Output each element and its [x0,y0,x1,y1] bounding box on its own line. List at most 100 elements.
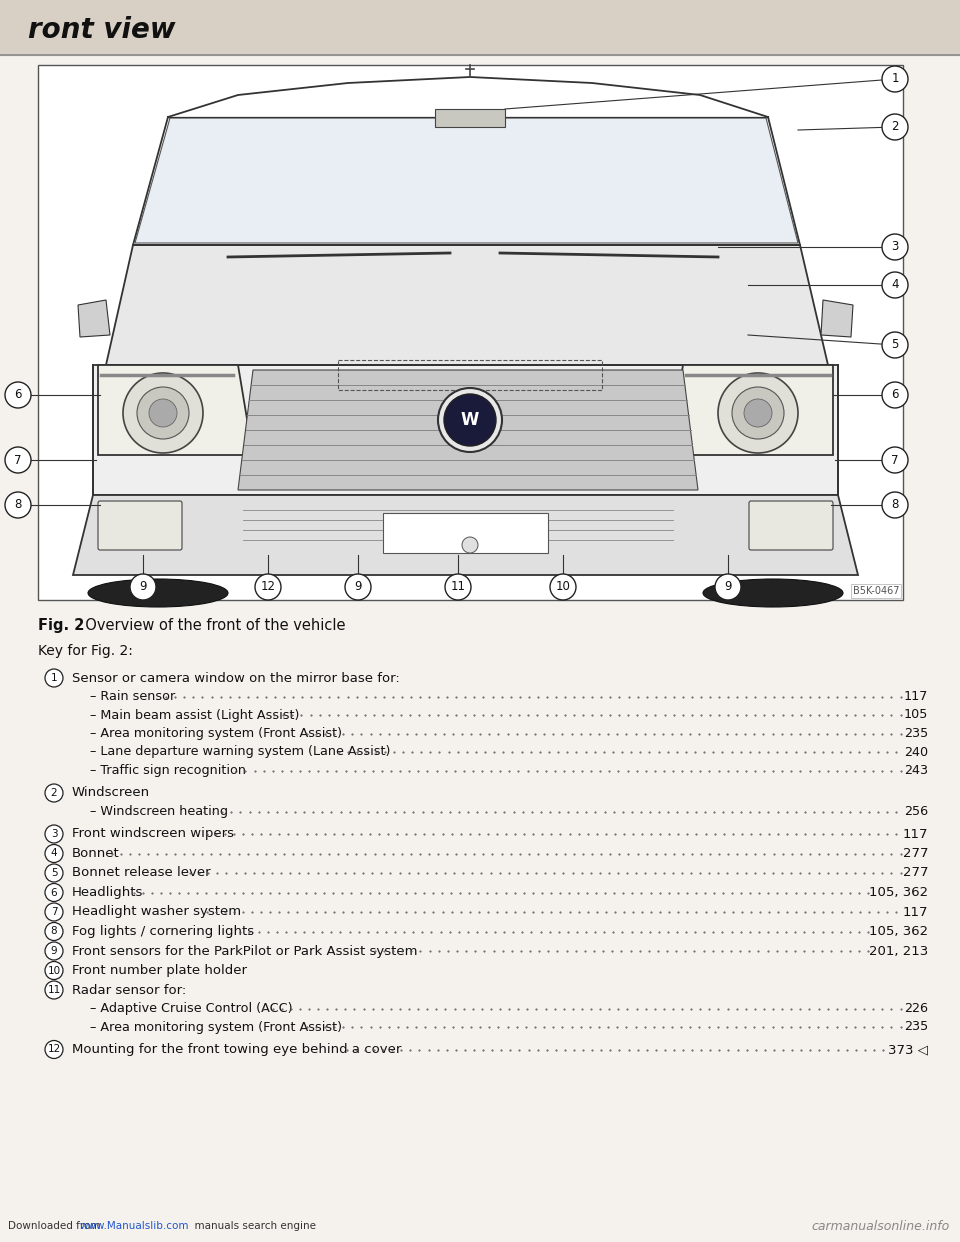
Text: 105, 362: 105, 362 [869,925,928,938]
Text: 3: 3 [891,241,899,253]
Bar [383,513,548,553]
Text: Fog lights / cornering lights: Fog lights / cornering lights [72,925,254,938]
Text: Overview of the front of the vehicle: Overview of the front of the vehicle [76,619,346,633]
Circle shape [45,883,63,902]
FancyBboxPatch shape [749,501,833,550]
Circle shape [882,383,908,409]
Text: 373 ◁: 373 ◁ [888,1043,928,1056]
Text: 6: 6 [891,389,899,401]
Text: 6: 6 [14,389,22,401]
Text: 117: 117 [902,827,928,841]
Text: 3: 3 [51,828,58,840]
Circle shape [882,66,908,92]
Polygon shape [821,301,853,337]
Text: 12: 12 [260,580,276,594]
Text: manuals search engine: manuals search engine [188,1221,316,1231]
Text: Sensor or camera window on the mirror base for:: Sensor or camera window on the mirror ba… [72,672,399,684]
Circle shape [45,941,63,960]
Circle shape [882,447,908,473]
Text: Headlights: Headlights [72,886,143,899]
Text: 10: 10 [47,965,60,975]
Text: 11: 11 [47,985,60,995]
Text: 277: 277 [902,867,928,879]
Text: 11: 11 [450,580,466,594]
Ellipse shape [703,579,843,607]
Text: W: W [461,411,479,428]
Text: – Area monitoring system (Front Assist): – Area monitoring system (Front Assist) [90,1021,342,1033]
Circle shape [882,114,908,140]
Text: – Main beam assist (Light Assist): – Main beam assist (Light Assist) [90,708,300,722]
Text: 9: 9 [354,580,362,594]
Circle shape [45,669,63,687]
Text: ront view: ront view [28,16,176,43]
Text: – Lane departure warning system (Lane Assist): – Lane departure warning system (Lane As… [90,745,391,759]
Text: Mounting for the front towing eye behind a cover: Mounting for the front towing eye behind… [72,1043,401,1056]
Text: 1: 1 [51,673,58,683]
Circle shape [732,388,784,438]
Text: – Area monitoring system (Front Assist): – Area monitoring system (Front Assist) [90,727,342,740]
Text: Front sensors for the ParkPilot or Park Assist system: Front sensors for the ParkPilot or Park … [72,944,418,958]
Bar [0,0,960,55]
Text: 226: 226 [904,1002,928,1015]
Polygon shape [98,365,253,455]
Text: Windscreen: Windscreen [72,786,150,800]
Circle shape [718,373,798,453]
Circle shape [45,903,63,922]
Text: – Rain sensor: – Rain sensor [90,691,176,703]
Text: 7: 7 [51,907,58,917]
Text: 9: 9 [724,580,732,594]
Circle shape [137,388,189,438]
Text: Bonnet: Bonnet [72,847,120,859]
Text: 5: 5 [891,339,899,351]
Circle shape [45,845,63,862]
Polygon shape [135,118,798,243]
Text: 6: 6 [51,888,58,898]
Text: 105, 362: 105, 362 [869,886,928,899]
Circle shape [5,492,31,518]
Text: 7: 7 [891,453,899,467]
Circle shape [444,394,496,446]
Text: Radar sensor for:: Radar sensor for: [72,984,186,996]
Text: 2: 2 [51,787,58,799]
Bar [338,360,602,390]
Text: 235: 235 [903,1021,928,1033]
Circle shape [882,233,908,260]
Text: 4: 4 [891,278,899,292]
Ellipse shape [88,579,228,607]
Text: 243: 243 [904,764,928,777]
Polygon shape [668,365,833,455]
Text: 235: 235 [903,727,928,740]
Text: 240: 240 [904,745,928,759]
Circle shape [445,574,471,600]
Circle shape [45,923,63,940]
Text: Downloaded from: Downloaded from [8,1221,104,1231]
Circle shape [130,574,156,600]
Text: 5: 5 [51,868,58,878]
Polygon shape [93,365,838,496]
Circle shape [5,383,31,409]
Circle shape [438,388,502,452]
Circle shape [345,574,371,600]
Text: 2: 2 [891,120,899,133]
Text: 8: 8 [51,927,58,936]
Text: – Traffic sign recognition: – Traffic sign recognition [90,764,246,777]
Circle shape [45,981,63,999]
Text: 277: 277 [902,847,928,859]
Bar [435,109,505,127]
Polygon shape [78,301,110,337]
Text: Bonnet release lever: Bonnet release lever [72,867,210,879]
Circle shape [744,399,772,427]
Text: 4: 4 [51,848,58,858]
Text: 117: 117 [902,905,928,919]
Circle shape [5,447,31,473]
Text: 1: 1 [891,72,899,86]
Text: Fig. 2: Fig. 2 [38,619,84,633]
Text: Front number plate holder: Front number plate holder [72,964,247,977]
Text: 105: 105 [903,708,928,722]
Circle shape [550,574,576,600]
Text: Headlight washer system: Headlight washer system [72,905,241,919]
Circle shape [45,864,63,882]
Text: 8: 8 [14,498,22,512]
Polygon shape [73,496,858,575]
Text: carmanualsonline.info: carmanualsonline.info [812,1220,950,1232]
